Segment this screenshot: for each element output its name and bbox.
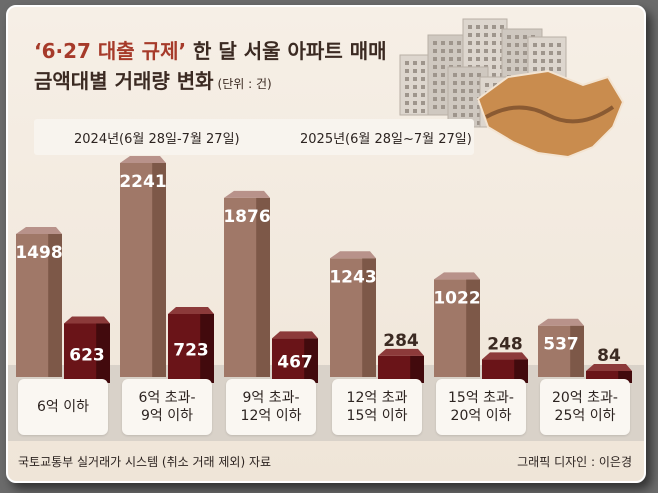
bar-2025-3 — [378, 348, 424, 383]
label-2024-3: 1243 — [329, 267, 376, 287]
title-highlight: ‘6·27 대출 규제’ — [34, 39, 187, 63]
bar-chart: 1498 623 2241 723 1876 467 1243 284 1022 248 537 84 — [15, 18, 632, 383]
chart-subtitle: 금액대별 거래량 변화 (단위 : 건) — [34, 65, 272, 94]
category-label-4: 15억 초과- 20억 이하 — [436, 379, 526, 435]
category-label-3: 12억 초과 15억 이하 — [332, 379, 422, 435]
category-label-1: 6억 초과- 9억 이하 — [122, 379, 212, 435]
category-label-2: 9억 초과- 12억 이하 — [226, 379, 316, 435]
bar-2025-2 — [272, 331, 318, 383]
legend-2025-label: 2025년(6월 28일~7월 27일) — [300, 132, 472, 147]
graphic-credit: 그래픽 디자인 : 이은경 — [517, 455, 632, 469]
bar-2024-5 — [538, 318, 584, 377]
label-2025-1: 723 — [173, 340, 209, 360]
label-2025-2: 467 — [277, 353, 313, 373]
bar-2025-1 — [168, 306, 214, 383]
label-2025-4: 248 — [487, 334, 523, 354]
source-note: 국토교통부 실거래가 시스템 (취소 거래 제외) 자료 — [18, 455, 272, 469]
bar-2025-4 — [482, 352, 528, 383]
title-rest: 한 달 서울 아파트 매매 — [186, 39, 387, 63]
bar-2024-2 — [224, 190, 270, 377]
legend: 2024년(6월 28일-7월 27일) 2025년(6월 28일~7월 27일… — [34, 119, 474, 155]
label-2025-5: 84 — [597, 346, 621, 366]
category-label-5: 20억 초과- 25억 이하 — [540, 379, 630, 435]
label-2024-2: 1876 — [223, 207, 270, 227]
subtitle-text: 금액대별 거래량 변화 — [34, 69, 214, 93]
apartment-illustration — [399, 18, 625, 159]
category-label-0: 6억 이하 — [18, 379, 108, 435]
infographic-frame: 1498 623 2241 723 1876 467 1243 284 1022 248 537 84… — [6, 5, 646, 483]
label-2024-1: 2241 — [119, 172, 166, 192]
bar-2024-1 — [120, 156, 166, 377]
unit-label: (단위 : 건) — [217, 77, 272, 91]
label-2024-0: 1498 — [15, 243, 62, 263]
label-2024-4: 1022 — [433, 288, 480, 308]
label-2025-0: 623 — [69, 345, 105, 365]
category-band — [8, 365, 644, 441]
legend-2024-label: 2024년(6월 28일-7월 27일) — [74, 132, 240, 147]
label-2025-3: 284 — [383, 331, 419, 351]
chart-title: ‘6·27 대출 규제’ 한 달 서울 아파트 매매 — [34, 35, 387, 64]
bar-2024-0 — [16, 226, 62, 377]
bar-2024-4 — [434, 272, 480, 377]
label-2024-5: 537 — [543, 335, 579, 355]
bar-2024-3 — [330, 251, 376, 377]
bar-2025-0 — [64, 316, 110, 383]
